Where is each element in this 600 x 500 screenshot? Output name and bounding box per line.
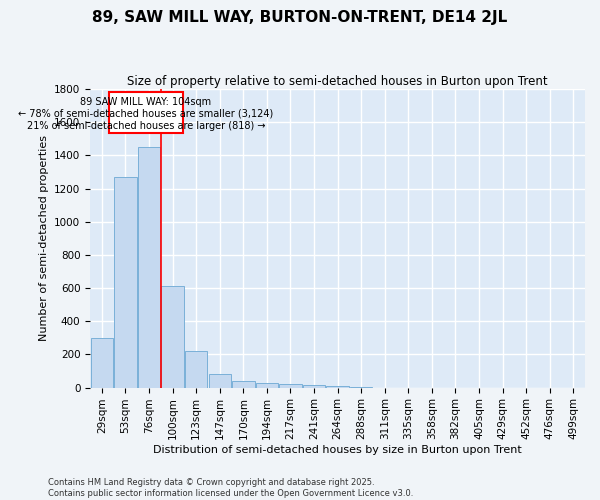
Bar <box>326 386 349 388</box>
Bar <box>303 385 325 388</box>
Bar <box>279 384 302 388</box>
Text: Contains HM Land Registry data © Crown copyright and database right 2025.
Contai: Contains HM Land Registry data © Crown c… <box>48 478 413 498</box>
Bar <box>209 374 231 388</box>
Text: ← 78% of semi-detached houses are smaller (3,124): ← 78% of semi-detached houses are smalle… <box>19 108 274 118</box>
Bar <box>350 387 373 388</box>
Bar <box>256 382 278 388</box>
FancyBboxPatch shape <box>109 92 182 133</box>
Text: 89, SAW MILL WAY, BURTON-ON-TRENT, DE14 2JL: 89, SAW MILL WAY, BURTON-ON-TRENT, DE14 … <box>92 10 508 25</box>
Text: 89 SAW MILL WAY: 104sqm: 89 SAW MILL WAY: 104sqm <box>80 98 212 108</box>
Bar <box>232 381 254 388</box>
X-axis label: Distribution of semi-detached houses by size in Burton upon Trent: Distribution of semi-detached houses by … <box>153 445 522 455</box>
Text: 21% of semi-detached houses are larger (818) →: 21% of semi-detached houses are larger (… <box>27 122 265 132</box>
Bar <box>185 351 208 388</box>
Title: Size of property relative to semi-detached houses in Burton upon Trent: Size of property relative to semi-detach… <box>127 75 548 88</box>
Bar <box>138 147 160 388</box>
Bar <box>161 286 184 388</box>
Bar <box>91 338 113 388</box>
Bar <box>114 177 137 388</box>
Y-axis label: Number of semi-detached properties: Number of semi-detached properties <box>38 136 49 342</box>
